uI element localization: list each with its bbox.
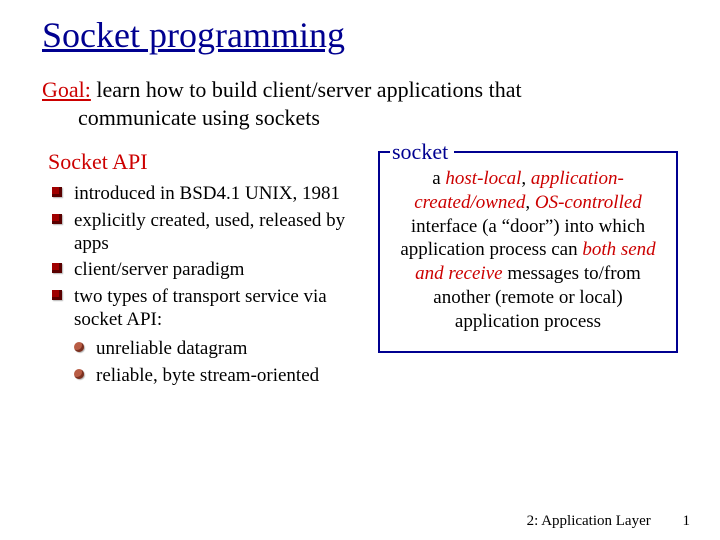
goal-label: Goal:: [42, 77, 91, 102]
footer-text: 2: Application Layer: [527, 513, 651, 529]
def-text: a: [432, 168, 445, 189]
left-column: Socket API introduced in BSD4.1 UNIX, 19…: [48, 149, 358, 389]
right-column: socket a host-local, application-created…: [378, 149, 678, 389]
footer: 2: Application Layer 1: [527, 513, 690, 530]
def-highlight: host-local: [445, 168, 521, 189]
content-columns: Socket API introduced in BSD4.1 UNIX, 19…: [0, 131, 720, 389]
page-title: Socket programming: [0, 0, 720, 56]
list-item: reliable, byte stream-oriented: [72, 363, 358, 390]
def-highlight: OS-controlled: [535, 192, 642, 213]
bullet-list: introduced in BSD4.1 UNIX, 1981 explicit…: [48, 175, 358, 334]
list-item: unreliable datagram: [72, 336, 358, 363]
box-label: socket: [390, 138, 454, 166]
page-number: 1: [683, 513, 691, 529]
goal-line: Goal: learn how to build client/server a…: [0, 56, 720, 131]
def-text: ,: [521, 168, 531, 189]
list-item: client/server paradigm: [48, 257, 358, 284]
goal-text-2: communicate using sockets: [42, 104, 680, 132]
goal-text-1: learn how to build client/server applica…: [91, 77, 522, 102]
socket-definition-box: socket a host-local, application-created…: [378, 151, 678, 353]
socket-api-heading: Socket API: [48, 149, 358, 175]
list-item: introduced in BSD4.1 UNIX, 1981: [48, 181, 358, 208]
def-text: ,: [525, 192, 535, 213]
list-item: two types of transport service via socke…: [48, 284, 358, 334]
sub-bullet-list: unreliable datagram reliable, byte strea…: [48, 334, 358, 390]
list-item: explicitly created, used, released by ap…: [48, 208, 358, 258]
